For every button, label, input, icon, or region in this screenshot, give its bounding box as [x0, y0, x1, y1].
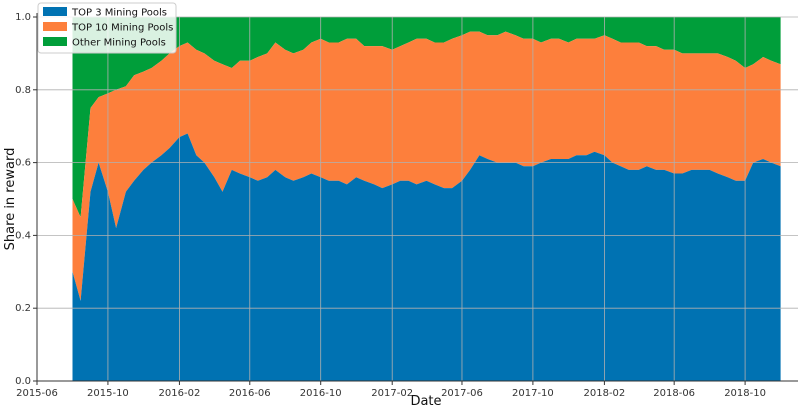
- y-tick-label: 0.0: [15, 376, 31, 387]
- x-tick-label: 2018-02: [584, 388, 626, 399]
- legend: TOP 3 Mining Pools TOP 10 Mining Pools Oth…: [37, 2, 177, 54]
- x-tick-label: 2017-10: [512, 388, 554, 399]
- legend-frame: [37, 2, 177, 54]
- axes-layer: [36, 13, 798, 382]
- y-tick-label: 0.6: [15, 158, 31, 169]
- x-tick-label: 2015-10: [87, 388, 129, 399]
- x-tick-label: 2015-06: [16, 388, 58, 399]
- x-tick-label: 2017-06: [441, 388, 483, 399]
- x-tick-label: 2018-10: [724, 388, 766, 399]
- legend-label: TOP 3 Mining Pools: [71, 8, 167, 19]
- legend-label: Other Mining Pools: [72, 38, 166, 49]
- x-tick-label: 2016-02: [159, 388, 201, 399]
- y-tick-label: 0.2: [15, 303, 31, 314]
- y-tick-label: 0.4: [15, 230, 31, 241]
- y-tick-label: 1.0: [15, 12, 31, 23]
- x-tick-label: 2016-10: [300, 388, 342, 399]
- y-tick-label: 0.8: [15, 85, 31, 96]
- legend-swatch: [43, 37, 67, 46]
- y-axis-title: Share in reward: [3, 148, 18, 251]
- tick-layer: 2015-06 2015-10 2016-02 2016-06 2016-10 2017-…: [15, 12, 766, 399]
- x-tick-label: 2016-06: [229, 388, 271, 399]
- legend-swatch: [43, 22, 67, 31]
- x-tick-label: 2018-06: [653, 388, 695, 399]
- x-tick-label: 2017-02: [371, 388, 413, 399]
- legend-swatch: [43, 7, 67, 16]
- legend-label: TOP 10 Mining Pools: [71, 23, 173, 34]
- x-axis-title: Date: [410, 394, 441, 409]
